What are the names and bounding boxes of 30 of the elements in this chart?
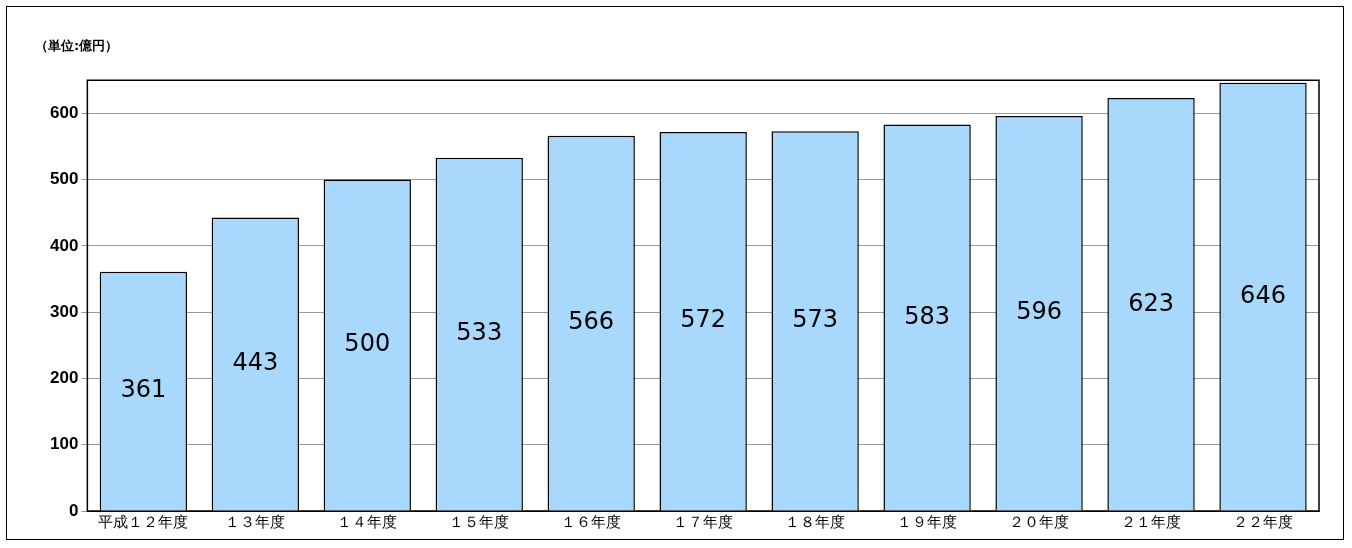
y-tick-label: 400 [49,235,79,255]
data-label: 361 [120,375,167,404]
data-label: 572 [680,305,727,334]
data-label: 583 [904,301,951,330]
x-tick-label: ２０年度 [1009,513,1070,531]
data-label: 623 [1128,288,1174,317]
data-label: 566 [568,307,615,336]
data-label: 443 [232,348,279,377]
x-tick-label: １５年度 [449,513,510,531]
x-tick-label: ２１年度 [1121,513,1182,531]
x-tick-label: １３年度 [225,513,286,531]
x-tick-label: １６年度 [561,513,622,531]
x-tick-label: ２２年度 [1233,513,1294,531]
y-tick-label: 100 [49,434,79,454]
x-tick-label: 平成１２年度 [98,513,189,531]
x-tick-label: １９年度 [897,513,958,531]
data-label: 533 [456,318,503,347]
data-label: 573 [792,305,839,334]
y-tick-label: 600 [49,103,79,123]
data-label: 596 [1016,297,1062,326]
data-label: 500 [344,329,391,358]
y-tick-label: 500 [49,169,79,189]
data-label: 646 [1240,280,1286,309]
y-tick-label: 300 [49,301,79,321]
x-tick-label: １７年度 [673,513,734,531]
x-tick-label: １８年度 [785,513,846,531]
y-tick-label: 0 [68,500,79,520]
y-tick-label: 200 [49,368,79,388]
x-tick-label: １４年度 [337,513,398,531]
y-axis-title: （単位:億円） [35,37,119,55]
